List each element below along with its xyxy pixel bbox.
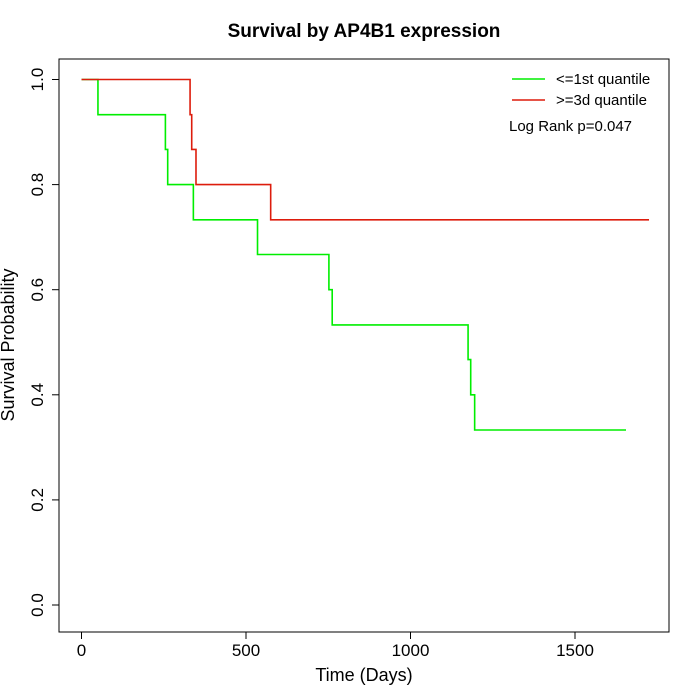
y-axis-label: Survival Probability xyxy=(0,268,18,421)
y-tick-label: 0.8 xyxy=(28,173,47,197)
x-tick-label: 1500 xyxy=(556,641,594,660)
x-axis-label: Time (Days) xyxy=(315,665,412,685)
legend: <=1st quantile >=3d quantile xyxy=(512,71,650,109)
legend-label-1: <=1st quantile xyxy=(556,71,650,88)
survival-curve-2 xyxy=(81,78,650,221)
x-axis: 0 500 1000 1500 xyxy=(77,631,594,660)
x-tick-label: 500 xyxy=(232,641,260,660)
y-tick-label: 0.6 xyxy=(28,278,47,302)
x-tick-label: 1000 xyxy=(392,641,430,660)
survival-curve-1 xyxy=(81,78,626,431)
legend-label-2: >=3d quantile xyxy=(556,92,647,109)
chart-title: Survival by AP4B1 expression xyxy=(228,21,501,42)
y-axis: 0.0 0.2 0.4 0.6 0.8 1.0 xyxy=(28,68,60,617)
y-tick-label: 0.0 xyxy=(28,593,47,617)
series-layer xyxy=(81,78,650,431)
x-tick-label: 0 xyxy=(77,641,86,660)
y-tick-label: 0.2 xyxy=(28,488,47,512)
y-tick-label: 0.4 xyxy=(28,383,47,407)
log-rank-annotation: Log Rank p=0.047 xyxy=(509,118,632,135)
y-tick-label: 1.0 xyxy=(28,68,47,92)
